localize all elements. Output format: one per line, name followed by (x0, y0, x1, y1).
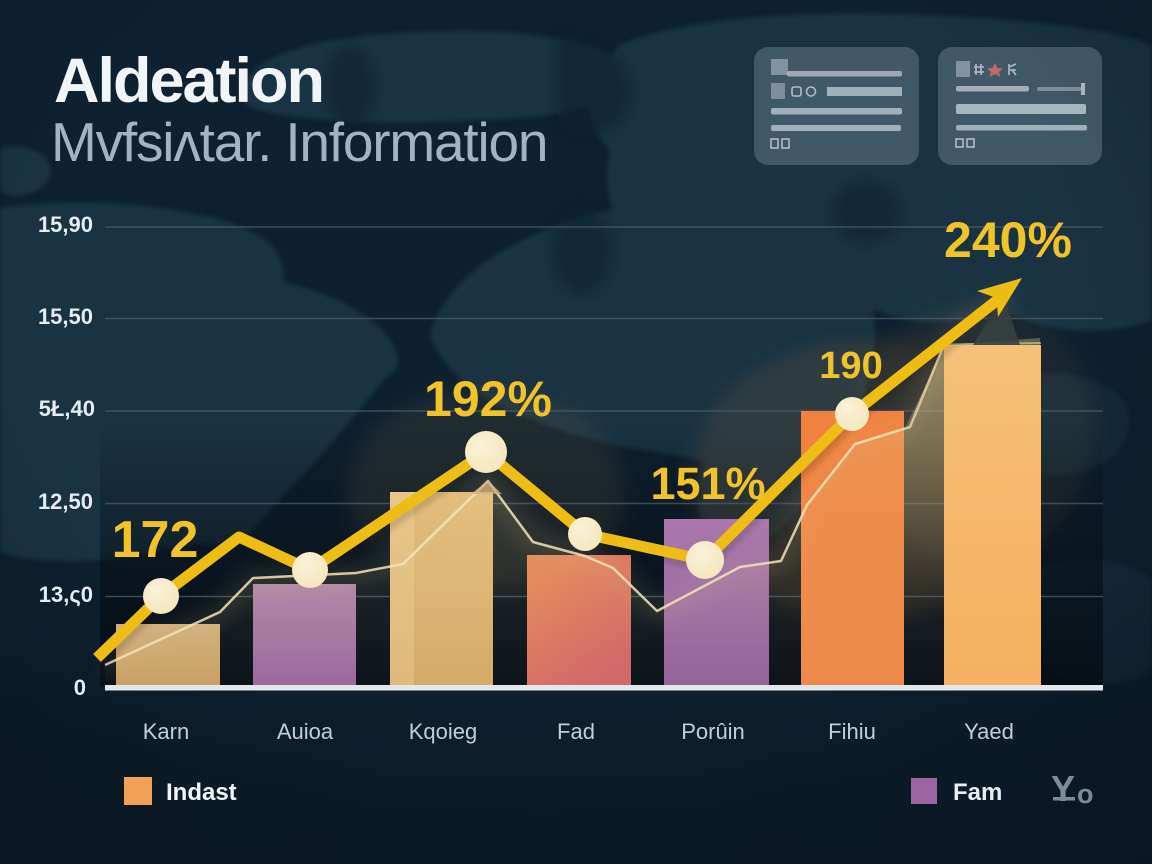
svg-text:Fihiu: Fihiu (828, 719, 876, 744)
svg-text:Yaed: Yaed (964, 719, 1014, 744)
svg-text:172: 172 (112, 511, 199, 569)
svg-text:Kqoieg: Kqoieg (409, 719, 478, 744)
svg-text:Indast: Indast (166, 779, 237, 806)
svg-text:o: o (1077, 779, 1094, 809)
svg-text:15,50: 15,50 (38, 304, 93, 329)
svg-text:0: 0 (74, 675, 86, 700)
svg-text:Auioa: Auioa (277, 719, 334, 744)
svg-text:13,ς0: 13,ς0 (39, 582, 93, 607)
svg-text:Aldeation: Aldeation (54, 46, 323, 116)
svg-text:240%: 240% (944, 212, 1072, 268)
svg-text:151%: 151% (650, 458, 765, 509)
svg-text:Porûin: Porûin (681, 719, 745, 744)
svg-text:Fam: Fam (953, 779, 1002, 806)
svg-text:Y: Y (1051, 768, 1075, 809)
svg-text:190: 190 (819, 345, 882, 387)
svg-text:192%: 192% (424, 371, 552, 427)
svg-text:Mvfsiʌtar. Information: Mvfsiʌtar. Information (51, 111, 547, 173)
svg-text:12,50: 12,50 (38, 489, 93, 514)
svg-text:Fad: Fad (557, 719, 595, 744)
svg-text:15,90: 15,90 (38, 212, 93, 237)
svg-text:5Ł,40: 5Ł,40 (39, 396, 95, 421)
svg-text:Karn: Karn (143, 719, 189, 744)
